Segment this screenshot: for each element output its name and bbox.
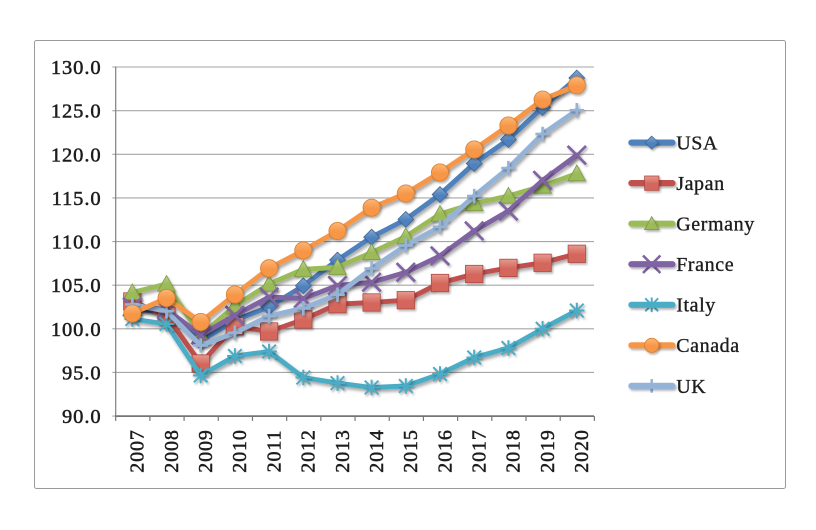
svg-text:2010: 2010	[229, 429, 251, 473]
svg-text:110.0: 110.0	[52, 232, 102, 254]
svg-text:130.0: 130.0	[51, 57, 102, 79]
svg-text:125.0: 125.0	[51, 101, 102, 123]
svg-text:2007: 2007	[127, 429, 149, 473]
svg-text:2009: 2009	[195, 429, 217, 473]
svg-text:90.0: 90.0	[62, 406, 101, 428]
svg-text:2012: 2012	[298, 429, 320, 473]
svg-text:USA: USA	[676, 133, 718, 155]
svg-text:120.0: 120.0	[51, 144, 102, 166]
svg-text:Germany: Germany	[676, 214, 755, 236]
svg-text:2017: 2017	[469, 429, 491, 473]
svg-text:Italy: Italy	[676, 295, 716, 317]
svg-text:2020: 2020	[571, 429, 593, 473]
svg-text:2008: 2008	[161, 429, 183, 473]
svg-text:Canada: Canada	[676, 335, 740, 357]
svg-text:115.0: 115.0	[52, 188, 102, 210]
svg-text:Japan: Japan	[676, 173, 725, 195]
svg-text:2011: 2011	[263, 430, 285, 473]
svg-text:100.0: 100.0	[51, 319, 102, 341]
svg-text:UK: UK	[676, 376, 706, 398]
svg-text:2016: 2016	[434, 429, 456, 473]
svg-text:France: France	[676, 254, 734, 276]
svg-text:2013: 2013	[332, 429, 354, 473]
svg-text:2014: 2014	[366, 429, 388, 473]
svg-text:2015: 2015	[400, 429, 422, 473]
svg-text:2018: 2018	[503, 429, 525, 473]
svg-text:2019: 2019	[537, 429, 559, 473]
svg-text:95.0: 95.0	[62, 363, 101, 385]
svg-text:105.0: 105.0	[51, 275, 102, 297]
